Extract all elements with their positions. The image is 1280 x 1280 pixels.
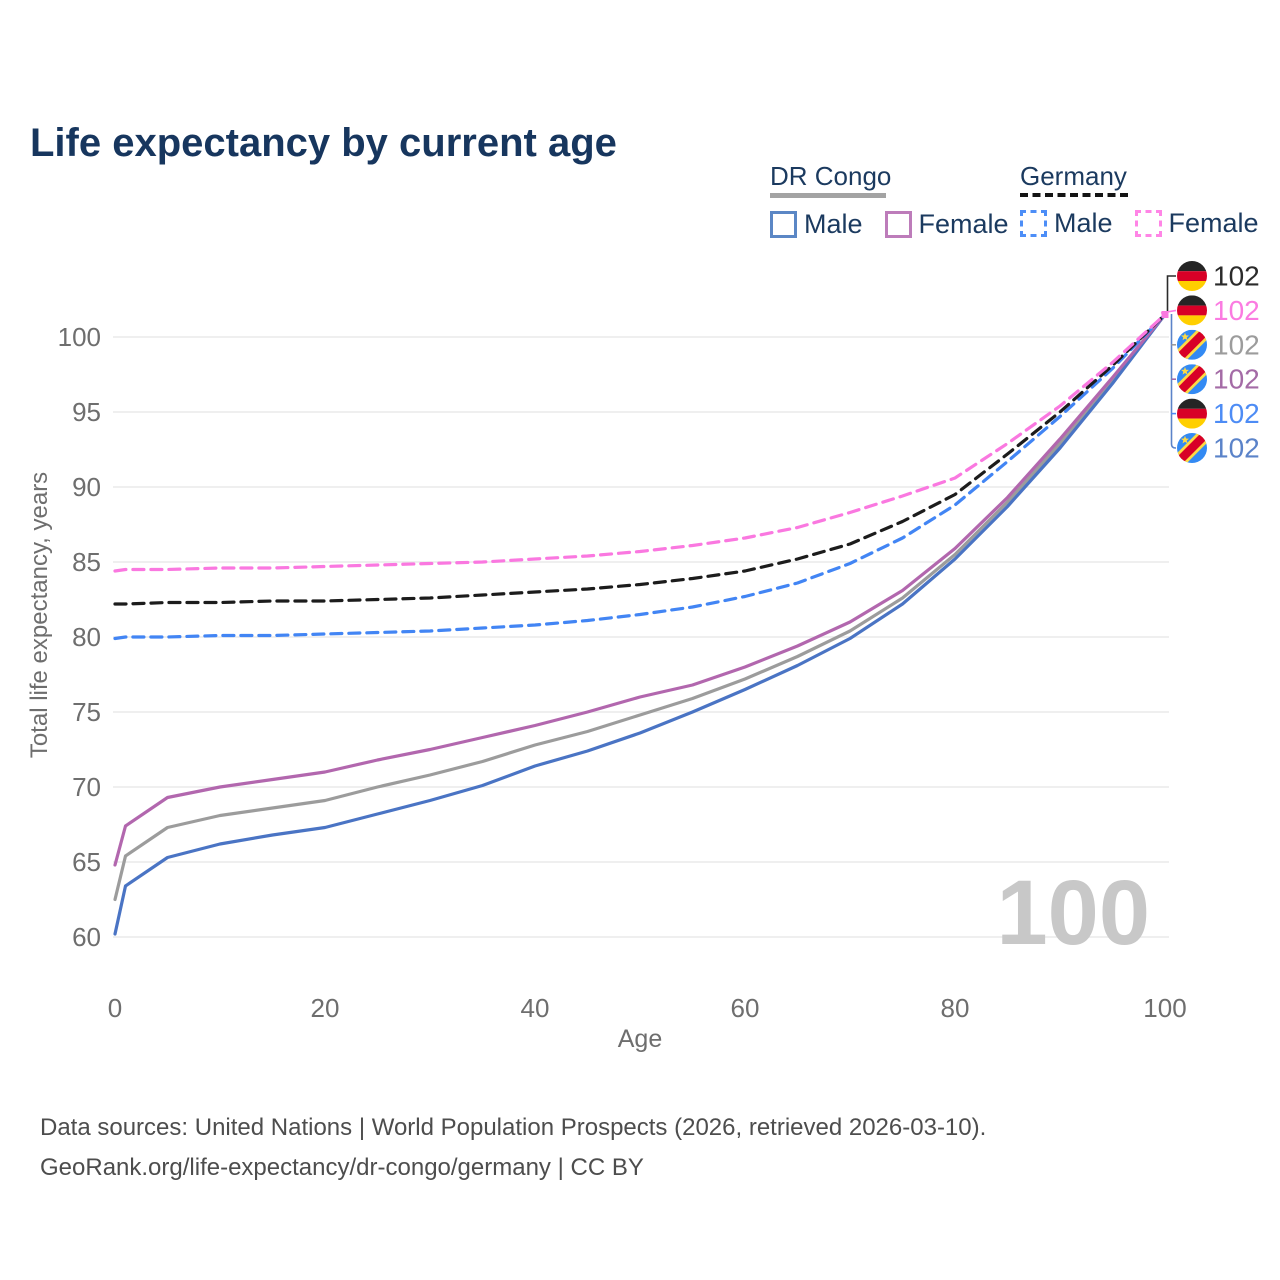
y-tick-label: 65 (72, 847, 101, 877)
dr-congo-flag-icon (1172, 359, 1212, 399)
y-tick-label: 70 (72, 772, 101, 802)
y-tick-label: 90 (72, 472, 101, 502)
series-line-dr-congo-female (113, 312, 1167, 867)
footer: Data sources: United Nations | World Pop… (40, 1108, 986, 1188)
y-tick-label: 80 (72, 622, 101, 652)
x-tick-label: 60 (731, 993, 760, 1023)
germany-flag-icon (1177, 261, 1207, 291)
legend-country-label: DR Congo (770, 161, 892, 191)
legend: DR Congo Male Female Germany Male Female (0, 163, 1280, 243)
legend-checkbox-icon[interactable] (1020, 210, 1047, 237)
series-end-marker (1161, 311, 1169, 318)
end-label-value: 102 (1213, 329, 1260, 360)
germany-flag-icon (1177, 295, 1207, 325)
footer-data-sources: Data sources: United Nations | World Pop… (40, 1114, 987, 1141)
end-label-value: 102 (1213, 364, 1260, 395)
series-line-germany-female (113, 312, 1167, 573)
leader-line-germany-female (1160, 309, 1177, 314)
legend-group-germany: Germany Male Female (1020, 163, 1280, 239)
legend-item-label: Male (804, 209, 863, 239)
x-tick-label: 80 (941, 993, 970, 1023)
legend-item-label: Female (1168, 208, 1259, 238)
age-watermark: 100 (997, 862, 1151, 964)
leader-line-germany-both (1166, 275, 1176, 311)
end-label-value: 102 (1213, 261, 1260, 292)
end-label-value: 102 (1213, 398, 1260, 429)
legend-checkbox-icon[interactable] (1134, 210, 1162, 237)
axis-title-x: Age (618, 1025, 662, 1053)
legend-item-germany-male[interactable]: Male (1020, 208, 1113, 239)
legend-checkbox-icon[interactable] (884, 211, 912, 238)
end-label-value: 102 (1213, 433, 1260, 464)
x-tick-label: 40 (521, 993, 550, 1023)
leader-line-dr-congo-male (1170, 314, 1176, 449)
series-line-germany-both (113, 312, 1167, 606)
legend-item-germany-female[interactable]: Female (1134, 208, 1259, 239)
end-label-row-germany-female: 102 (1177, 295, 1260, 326)
y-tick-label: 100 (58, 322, 101, 352)
series-line-dr-congo-male (113, 312, 1167, 936)
legend-linestyle-sample (770, 193, 886, 198)
legend-item-dr-congo-female[interactable]: Female (884, 209, 1009, 240)
end-label-row-germany-male: 102 (1177, 398, 1260, 429)
series-line-dr-congo-both (113, 312, 1167, 902)
page-title: Life expectancy by current age (30, 120, 617, 165)
germany-flag-icon (1177, 399, 1207, 429)
x-tick-label: 0 (108, 993, 122, 1023)
y-tick-label: 60 (72, 922, 101, 952)
dr-congo-flag-icon (1172, 325, 1212, 365)
legend-group-dr-congo: DR Congo Male Female (770, 163, 1031, 240)
legend-linestyle-sample (1020, 193, 1128, 197)
legend-item-label: Female (918, 209, 1009, 239)
x-tick-label: 100 (1143, 993, 1186, 1023)
series-line-germany-male (113, 312, 1167, 641)
legend-country-label: Germany (1020, 161, 1127, 191)
legend-checkbox-icon[interactable] (770, 211, 797, 238)
end-label-row-dr-congo-both: 102 (1172, 325, 1260, 365)
footer-url: GeoRank.org/life-expectancy/dr-congo/ger… (40, 1154, 644, 1181)
end-label-row-dr-congo-male: 102 (1172, 428, 1260, 468)
x-tick-label: 20 (311, 993, 340, 1023)
y-tick-label: 75 (72, 697, 101, 727)
dr-congo-flag-icon (1172, 428, 1212, 468)
y-tick-label: 85 (72, 547, 101, 577)
axis-title-y: Total life expectancy, years (26, 472, 53, 758)
end-label-value: 102 (1213, 295, 1260, 326)
legend-item-dr-congo-male[interactable]: Male (770, 209, 863, 240)
end-label-row-germany-both: 102 (1177, 261, 1260, 292)
legend-item-label: Male (1054, 208, 1113, 238)
end-label-row-dr-congo-female: 102 (1172, 359, 1260, 399)
y-tick-label: 95 (72, 397, 101, 427)
